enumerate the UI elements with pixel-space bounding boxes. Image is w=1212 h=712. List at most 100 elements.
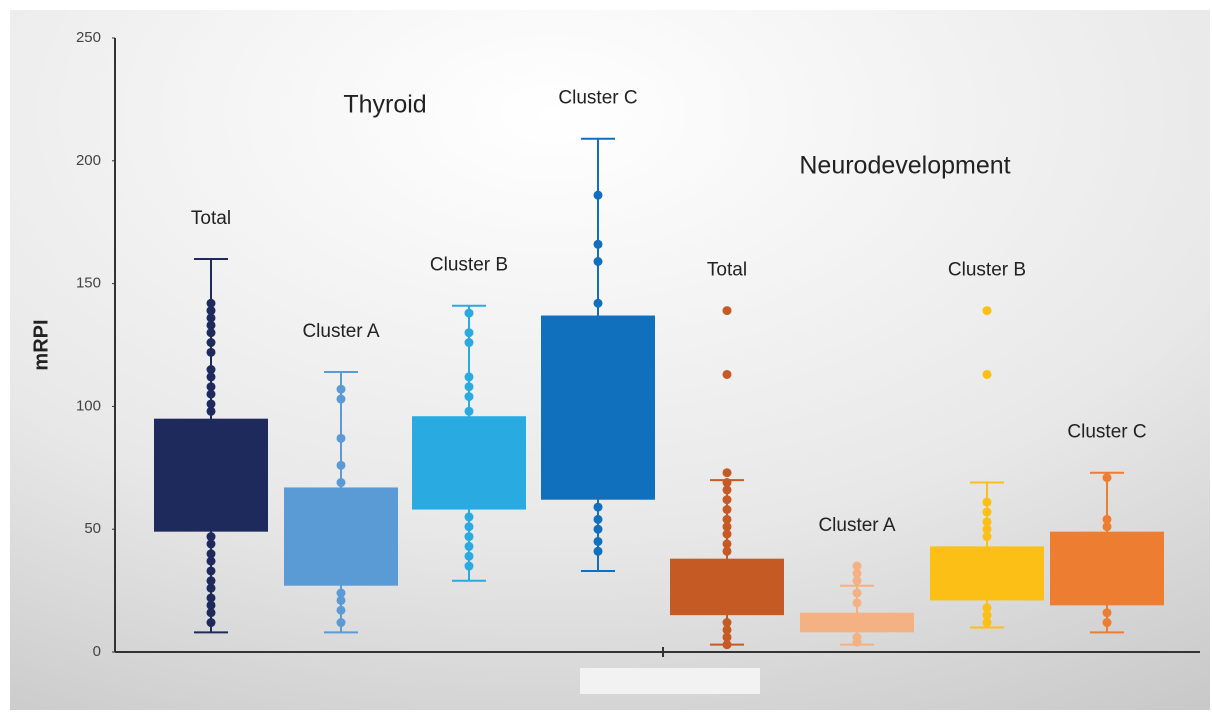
data-point xyxy=(336,588,346,598)
data-point xyxy=(464,328,474,338)
data-point xyxy=(982,517,992,527)
data-point xyxy=(852,588,862,598)
box-label: Cluster B xyxy=(948,260,1026,281)
group-label: Thyroid xyxy=(343,91,426,119)
data-point xyxy=(982,532,992,542)
data-point xyxy=(206,566,216,576)
data-point xyxy=(206,399,216,409)
data-point xyxy=(336,618,346,628)
data-point xyxy=(722,640,732,650)
data-point xyxy=(593,514,603,524)
box xyxy=(541,315,655,500)
data-point xyxy=(336,384,346,394)
data-point xyxy=(722,625,732,635)
blank-panel xyxy=(580,668,760,694)
data-point xyxy=(852,637,862,647)
box-label: Cluster A xyxy=(302,321,379,342)
data-point xyxy=(852,561,862,571)
data-point xyxy=(206,539,216,549)
data-point xyxy=(206,306,216,316)
data-point xyxy=(336,478,346,488)
data-point xyxy=(722,618,732,628)
data-point xyxy=(206,593,216,603)
box xyxy=(930,546,1044,601)
box xyxy=(1050,531,1164,606)
data-point xyxy=(722,529,732,539)
data-point xyxy=(464,561,474,571)
data-point xyxy=(206,608,216,618)
data-point xyxy=(206,406,216,416)
data-point xyxy=(206,549,216,559)
data-point xyxy=(206,313,216,323)
data-point xyxy=(464,338,474,348)
data-point xyxy=(722,514,732,524)
y-tick-label: 200 xyxy=(76,152,101,169)
group-label: Neurodevelopment xyxy=(799,152,1010,180)
data-point xyxy=(722,505,732,515)
data-point xyxy=(982,524,992,534)
data-point xyxy=(206,600,216,610)
data-point xyxy=(206,583,216,593)
data-point xyxy=(1102,608,1112,618)
data-point xyxy=(206,298,216,308)
data-point xyxy=(852,576,862,586)
data-point xyxy=(852,598,862,608)
data-point xyxy=(722,468,732,478)
data-point xyxy=(722,632,732,642)
data-point xyxy=(722,369,732,379)
data-point xyxy=(593,502,603,512)
data-point xyxy=(206,338,216,348)
data-point xyxy=(1102,522,1112,532)
data-point xyxy=(1102,618,1112,628)
data-point xyxy=(464,372,474,382)
y-axis-label: mRPI xyxy=(30,319,52,370)
data-point xyxy=(593,239,603,249)
data-point xyxy=(722,495,732,505)
box xyxy=(800,612,914,633)
data-point xyxy=(336,394,346,404)
data-point xyxy=(464,541,474,551)
data-point xyxy=(852,568,862,578)
data-point xyxy=(982,603,992,613)
box-label: Cluster A xyxy=(818,515,895,536)
data-point xyxy=(982,497,992,507)
data-point xyxy=(464,382,474,392)
data-point xyxy=(464,512,474,522)
data-point xyxy=(206,365,216,375)
data-point xyxy=(336,595,346,605)
data-point xyxy=(206,532,216,542)
data-point xyxy=(206,320,216,330)
data-point xyxy=(206,389,216,399)
data-point xyxy=(1102,514,1112,524)
data-point xyxy=(722,546,732,556)
box-label: Cluster C xyxy=(1067,422,1146,443)
data-point xyxy=(722,485,732,495)
y-tick-label: 0 xyxy=(93,643,101,660)
data-point xyxy=(982,618,992,628)
y-tick-label: 100 xyxy=(76,397,101,414)
data-point xyxy=(593,524,603,534)
data-point xyxy=(722,539,732,549)
data-point xyxy=(464,406,474,416)
data-point xyxy=(206,382,216,392)
y-tick-label: 150 xyxy=(76,275,101,292)
box-label: Cluster C xyxy=(558,88,637,109)
data-point xyxy=(206,556,216,566)
data-point xyxy=(336,433,346,443)
y-tick-label: 50 xyxy=(84,520,101,537)
data-point xyxy=(982,306,992,316)
box xyxy=(284,487,398,586)
box xyxy=(670,558,784,616)
data-point xyxy=(722,522,732,532)
data-point xyxy=(593,256,603,266)
data-point xyxy=(593,190,603,200)
box-label: Total xyxy=(707,260,747,281)
data-point xyxy=(464,522,474,532)
y-tick-label: 250 xyxy=(76,29,101,46)
data-point xyxy=(982,507,992,517)
data-point xyxy=(722,478,732,488)
data-point xyxy=(464,551,474,561)
data-point xyxy=(593,546,603,556)
data-point xyxy=(982,369,992,379)
